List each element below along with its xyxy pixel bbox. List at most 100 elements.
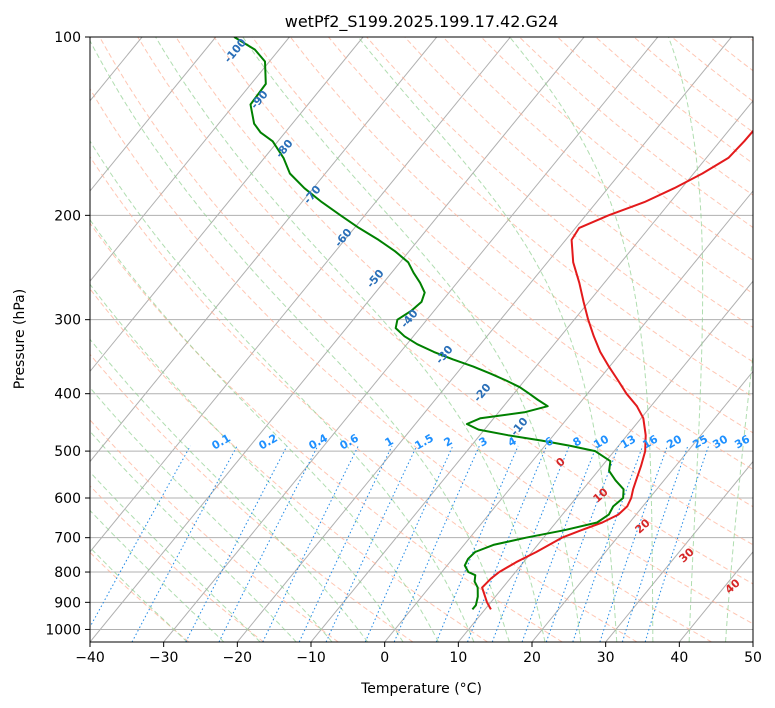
y-tick-label: 700 bbox=[54, 531, 81, 547]
isotherm-line bbox=[90, 37, 217, 192]
line-labels: -100-90-80-70-60-50-40-30-20-10010203040… bbox=[210, 37, 753, 596]
x-tick-label: 10 bbox=[449, 650, 467, 666]
dry-adiabat-label: -80 bbox=[273, 137, 296, 161]
isotherm-line bbox=[678, 551, 753, 642]
dry-adiabat bbox=[404, 37, 753, 328]
moist-adiabat bbox=[90, 338, 369, 642]
mixing-ratio-label: 10 bbox=[591, 432, 611, 451]
profile-series bbox=[233, 37, 753, 611]
moist-adiabat bbox=[90, 218, 439, 642]
dry-adiabat bbox=[90, 288, 488, 642]
dry-adiabat-label: -30 bbox=[433, 343, 456, 367]
dry-adiabat-label: -50 bbox=[364, 267, 387, 291]
x-tick-label: −10 bbox=[296, 650, 326, 666]
dry-adiabat bbox=[90, 222, 563, 642]
mixing-ratio-label: 0.4 bbox=[307, 431, 331, 452]
moist-adiabat bbox=[90, 509, 225, 642]
mixing-ratio-label: 1 bbox=[383, 434, 396, 449]
mixing-ratio-line bbox=[467, 445, 548, 642]
y-tick-label: 100 bbox=[54, 30, 81, 46]
mixing-ratio-label: 30 bbox=[710, 432, 730, 451]
dry-adiabat bbox=[557, 37, 753, 196]
y-axis-label: Pressure (hPa) bbox=[12, 289, 28, 389]
pressure-grid bbox=[90, 37, 753, 630]
y-tick-label: 400 bbox=[54, 387, 81, 403]
moist-adiabat bbox=[509, 37, 654, 642]
mixing-ratio-line bbox=[218, 445, 319, 642]
moist-adiabat bbox=[90, 546, 188, 642]
x-axis: −40 −30 −20 −10 0 10 20 30 40 50 bbox=[75, 642, 762, 666]
mixing-ratio-line bbox=[621, 445, 689, 642]
dry-adiabat bbox=[213, 37, 753, 508]
moist-adiabat-label: 20 bbox=[633, 516, 653, 536]
mixing-ratio-line bbox=[131, 445, 238, 642]
isotherm-line bbox=[384, 190, 753, 642]
isotherm-line bbox=[531, 370, 753, 642]
mixing-ratio-line bbox=[545, 445, 620, 642]
isotherm-line bbox=[90, 37, 438, 463]
dry-adiabat bbox=[90, 87, 712, 642]
dry-adiabat-label: -70 bbox=[301, 183, 324, 207]
mixing-ratio-lines bbox=[90, 445, 710, 642]
dry-adiabat bbox=[90, 419, 339, 642]
dry-adiabat bbox=[90, 155, 638, 642]
moist-adiabat bbox=[90, 471, 261, 642]
x-tick-label: 20 bbox=[523, 650, 541, 666]
dry-adiabat bbox=[90, 353, 414, 642]
x-tick-label: −30 bbox=[149, 650, 179, 666]
dry-adiabat bbox=[442, 37, 753, 295]
moist-adiabat bbox=[90, 140, 475, 642]
dry-adiabat bbox=[328, 37, 753, 398]
y-axis: 100 200 300 400 500 600 700 800 900 1000 bbox=[45, 30, 90, 638]
moist-adiabat bbox=[242, 37, 582, 642]
mixing-ratio-label: 36 bbox=[732, 432, 752, 451]
isotherm-grid bbox=[90, 37, 753, 642]
x-tick-label: 30 bbox=[597, 650, 615, 666]
mixing-ratio-label: 0.2 bbox=[257, 431, 280, 452]
mixing-ratio-line bbox=[90, 445, 191, 629]
moist-adiabat bbox=[668, 37, 704, 642]
isotherm-line bbox=[605, 460, 753, 642]
isotherm-line bbox=[90, 37, 585, 642]
mixing-ratio-label: 25 bbox=[690, 433, 710, 452]
chart-title: wetPf2_S199.2025.199.17.42.G24 bbox=[285, 12, 559, 32]
mixing-ratio-label: 1.5 bbox=[413, 431, 436, 452]
mixing-ratio-line bbox=[298, 445, 393, 642]
isotherm-line bbox=[90, 37, 364, 373]
moist-adiabat bbox=[155, 37, 546, 642]
mixing-ratio-line bbox=[262, 445, 359, 642]
y-tick-label: 500 bbox=[54, 444, 81, 460]
y-tick-label: 1000 bbox=[45, 622, 81, 638]
mixing-ratio-line bbox=[572, 445, 644, 642]
mixing-ratio-line bbox=[599, 445, 668, 642]
y-tick-label: 800 bbox=[54, 565, 81, 581]
y-tick-label: 900 bbox=[54, 595, 81, 611]
dewpoint-profile-line bbox=[233, 37, 625, 611]
mixing-ratio-line bbox=[185, 445, 288, 642]
mixing-ratio-line bbox=[644, 445, 710, 642]
moist-adiabat bbox=[90, 283, 404, 642]
dry-adiabats bbox=[90, 37, 753, 642]
dry-adiabat bbox=[747, 37, 753, 42]
moist-adiabat bbox=[90, 430, 297, 642]
mixing-ratio-label: 0.1 bbox=[210, 431, 233, 452]
mixing-ratio-label: 13 bbox=[618, 433, 638, 452]
dry-adiabat bbox=[709, 37, 753, 72]
y-tick-label: 300 bbox=[54, 313, 81, 329]
dry-adiabat bbox=[290, 37, 753, 434]
moist-adiabat-label: 10 bbox=[591, 485, 611, 505]
mixing-ratio-line bbox=[491, 445, 570, 642]
x-axis-label: Temperature (°C) bbox=[360, 681, 482, 697]
dry-adiabat bbox=[99, 37, 753, 625]
dry-adiabat bbox=[90, 485, 264, 642]
mixing-ratio-label: 2 bbox=[442, 434, 455, 449]
mixing-ratio-label: 20 bbox=[664, 432, 684, 451]
x-tick-label: 50 bbox=[744, 650, 762, 666]
moist-adiabat-label: 0 bbox=[553, 455, 568, 470]
moist-adiabat bbox=[90, 386, 333, 642]
mixing-ratio-label: 16 bbox=[640, 432, 660, 451]
plot-area: -100-90-80-70-60-50-40-30-20-10010203040… bbox=[90, 37, 753, 642]
y-tick-label: 600 bbox=[54, 491, 81, 507]
temperature-profile-line bbox=[481, 129, 753, 610]
